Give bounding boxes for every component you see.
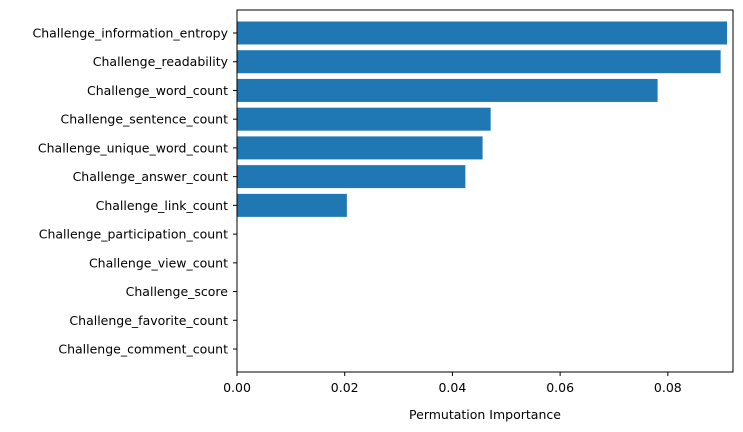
bar-challenge-information-entropy (237, 21, 728, 45)
category-label: Challenge_word_count (87, 83, 228, 98)
plot-frame (236, 9, 734, 373)
category-label: Challenge_sentence_count (61, 112, 229, 127)
bars-group (237, 21, 728, 217)
category-label: Challenge_score (126, 284, 229, 299)
bar-challenge-word-count (237, 78, 658, 102)
category-label: Challenge_information_entropy (33, 25, 229, 40)
bar-challenge-answer-count (237, 165, 466, 189)
category-label: Challenge_readability (93, 54, 229, 69)
x-axis-title: Permutation Importance (409, 407, 561, 422)
x-tick-label: 0.04 (438, 380, 466, 395)
bar-challenge-unique-word-count (237, 136, 483, 160)
bar-challenge-link-count (237, 193, 347, 217)
category-label: Challenge_comment_count (58, 342, 228, 357)
category-labels: Challenge_information_entropy Challenge_r… (33, 25, 237, 357)
category-label: Challenge_answer_count (73, 169, 229, 184)
bar-challenge-readability (237, 50, 721, 74)
x-ticks: 0.00 0.02 0.04 0.06 0.08 (223, 372, 682, 395)
x-tick-label: 0.02 (331, 380, 359, 395)
x-tick-label: 0.00 (223, 380, 251, 395)
category-label: Challenge_link_count (96, 198, 228, 213)
category-label: Challenge_unique_word_count (38, 140, 228, 155)
x-tick-label: 0.06 (546, 380, 574, 395)
x-tick-label: 0.08 (654, 380, 682, 395)
category-label: Challenge_view_count (89, 255, 228, 270)
category-label: Challenge_favorite_count (69, 313, 228, 328)
category-label: Challenge_participation_count (39, 227, 228, 242)
bar-challenge-sentence-count (237, 107, 491, 131)
